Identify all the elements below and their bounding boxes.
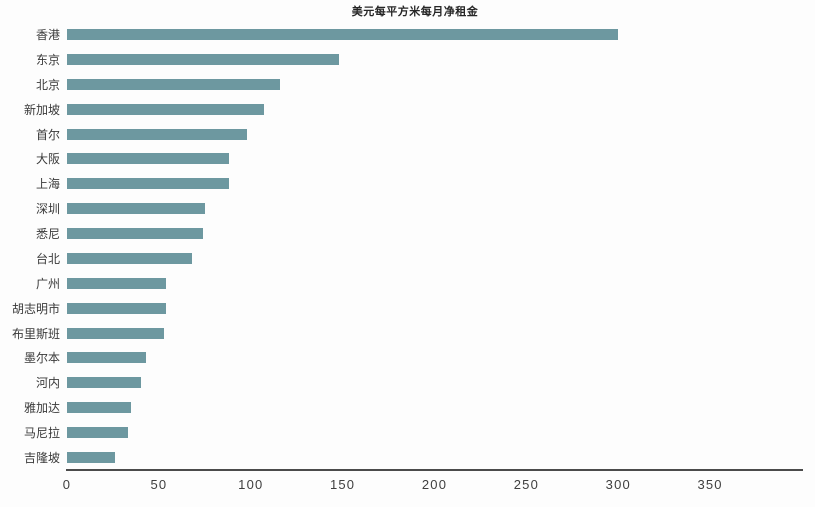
category-label: 马尼拉 xyxy=(23,426,60,440)
bar-row: 东京 xyxy=(3,52,802,67)
category-label: 东京 xyxy=(35,52,60,67)
category-label: 雅加达 xyxy=(23,401,60,416)
x-tick-label: 0 xyxy=(62,477,72,492)
category-label: 上海 xyxy=(35,177,60,192)
x-tick-label: 350 xyxy=(697,477,723,492)
bar xyxy=(67,29,619,40)
category-label: 香港 xyxy=(35,28,60,42)
bar xyxy=(67,427,128,438)
bar-row: 马尼拉 xyxy=(3,425,802,440)
category-label: 吉隆坡 xyxy=(23,450,60,465)
bar xyxy=(67,352,146,364)
x-tick-label: 100 xyxy=(238,477,264,492)
bar-row: 墨尔本 xyxy=(3,350,802,365)
x-tick-label: 150 xyxy=(329,477,356,492)
category-label: 墨尔本 xyxy=(23,351,60,366)
bar-row: 上海 xyxy=(3,176,802,191)
bar-row: 新加坡 xyxy=(3,102,802,117)
bar-row: 深圳 xyxy=(3,201,802,216)
bar-row: 首尔 xyxy=(3,127,802,142)
bar xyxy=(67,327,165,339)
bar xyxy=(67,302,167,314)
bar xyxy=(67,203,205,215)
x-axis-line xyxy=(66,469,803,471)
bar-row: 布里斯班 xyxy=(3,326,802,341)
category-label: 台北 xyxy=(35,251,60,266)
x-axis-ticks: 0 50 100 150 200 250 300 350 xyxy=(63,477,804,495)
bar xyxy=(67,377,141,389)
bar-row: 吉隆坡 xyxy=(3,450,802,465)
bar-row: 河内 xyxy=(3,375,802,390)
x-tick-label: 200 xyxy=(421,477,448,492)
bar-row: 广州 xyxy=(3,276,802,291)
bar-row: 悉尼 xyxy=(3,226,802,241)
bar xyxy=(67,78,281,90)
bar-row: 雅加达 xyxy=(3,400,802,415)
x-tick-label: 250 xyxy=(513,477,540,492)
category-label: 胡志明市 xyxy=(11,301,60,316)
bar-row: 台北 xyxy=(3,251,802,266)
bar xyxy=(67,153,229,165)
category-label: 悉尼 xyxy=(35,227,60,241)
bar xyxy=(67,252,192,264)
category-label: 北京 xyxy=(35,77,60,92)
bar xyxy=(67,53,339,65)
x-tick-label: 50 xyxy=(150,477,168,492)
bar xyxy=(67,128,248,140)
category-label: 河内 xyxy=(35,376,60,391)
bar-row: 大阪 xyxy=(3,151,802,166)
category-label: 新加坡 xyxy=(23,102,60,117)
bar xyxy=(67,178,229,190)
x-tick-label: 300 xyxy=(605,477,631,492)
bar-row: 香港 xyxy=(3,27,802,42)
bar-row: 胡志明市 xyxy=(3,301,802,316)
category-label: 首尔 xyxy=(35,127,60,142)
category-label: 深圳 xyxy=(35,202,60,217)
bar xyxy=(67,402,132,414)
bar xyxy=(67,103,264,115)
bar-row: 北京 xyxy=(3,77,802,92)
bar xyxy=(67,451,115,463)
bar xyxy=(67,228,203,239)
bar xyxy=(67,277,167,289)
category-label: 广州 xyxy=(35,276,60,291)
category-label: 大阪 xyxy=(35,152,60,167)
chart-title: 美元每平方米每月净租金 xyxy=(351,6,479,18)
plot-area: 香港东京北京新加坡首尔大阪上海深圳悉尼台北广州胡志明市布里斯班墨尔本河内雅加达马… xyxy=(3,27,802,465)
category-label: 布里斯班 xyxy=(11,326,60,341)
